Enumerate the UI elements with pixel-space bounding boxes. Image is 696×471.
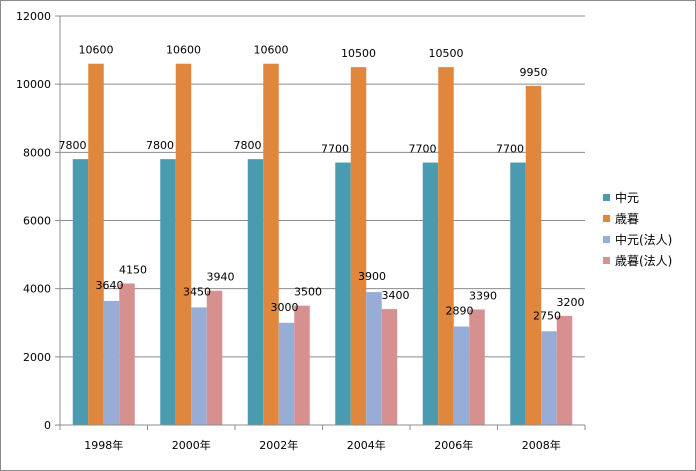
gridlines bbox=[60, 15, 585, 358]
x-tick-label: 2008年 bbox=[522, 438, 561, 452]
bars bbox=[72, 63, 573, 425]
data-label: 4150 bbox=[119, 264, 147, 277]
bar bbox=[438, 67, 454, 425]
bar bbox=[422, 162, 439, 425]
bar bbox=[160, 159, 176, 425]
x-tick-label: 2002年 bbox=[259, 438, 298, 452]
x-tick-label: 2004年 bbox=[347, 438, 386, 452]
data-label: 2750 bbox=[533, 309, 561, 322]
x-tick-label: 2000年 bbox=[172, 438, 211, 452]
bar bbox=[191, 307, 207, 425]
data-label: 7800 bbox=[146, 139, 174, 152]
data-label: 3390 bbox=[469, 289, 497, 302]
bar bbox=[278, 322, 295, 425]
data-label: 10600 bbox=[79, 44, 114, 57]
data-label: 3400 bbox=[382, 289, 410, 302]
bar bbox=[381, 309, 398, 425]
data-label: 10600 bbox=[254, 44, 289, 57]
y-tick-label: 12000 bbox=[16, 10, 51, 23]
y-tick-label: 8000 bbox=[23, 146, 51, 159]
data-label: 3200 bbox=[557, 296, 585, 309]
bar bbox=[263, 63, 279, 425]
bar bbox=[88, 63, 104, 425]
data-label: 7800 bbox=[234, 139, 262, 152]
bar bbox=[206, 290, 223, 425]
legend-swatch bbox=[603, 257, 610, 264]
bar bbox=[541, 331, 557, 425]
data-label: 10500 bbox=[429, 47, 464, 60]
bar bbox=[469, 309, 485, 425]
data-label: 7800 bbox=[59, 139, 87, 152]
data-label: 10500 bbox=[341, 47, 376, 60]
legend-entry: 歳暮 bbox=[615, 212, 639, 226]
legend-swatch bbox=[603, 215, 610, 222]
bar bbox=[103, 300, 120, 425]
bar bbox=[119, 283, 135, 425]
axes: 0 2000 4000 6000 8000 10000 12000 1998年 2000年 200… bbox=[16, 10, 586, 452]
legend-swatch bbox=[603, 194, 610, 201]
bar bbox=[510, 162, 526, 425]
bar bbox=[175, 63, 192, 425]
bar bbox=[366, 292, 382, 425]
data-label: 3940 bbox=[207, 271, 235, 284]
data-label: 7700 bbox=[409, 143, 437, 156]
bar bbox=[335, 162, 351, 425]
x-tick-label: 2006年 bbox=[434, 438, 473, 452]
legend-swatch bbox=[603, 236, 610, 243]
data-label: 7700 bbox=[321, 143, 349, 156]
bar bbox=[72, 159, 89, 425]
legend-entry: 中元(法人) bbox=[615, 232, 672, 247]
y-tick-label: 6000 bbox=[23, 215, 51, 228]
data-label: 3000 bbox=[271, 301, 299, 314]
bar bbox=[294, 305, 310, 425]
data-label: 3900 bbox=[358, 270, 386, 283]
legend-entry: 歳暮(法人) bbox=[615, 254, 672, 268]
data-label: 10600 bbox=[166, 44, 201, 57]
legend-entry: 中元 bbox=[615, 190, 639, 205]
y-tick-label: 10000 bbox=[16, 78, 51, 91]
data-label: 9950 bbox=[520, 66, 548, 79]
data-label: 3640 bbox=[96, 279, 124, 292]
bar bbox=[247, 159, 264, 425]
x-tick-label: 1998年 bbox=[84, 438, 123, 452]
bar bbox=[556, 315, 573, 425]
data-label: 3500 bbox=[294, 286, 322, 299]
data-label: 2890 bbox=[446, 304, 474, 317]
bar bbox=[350, 67, 367, 425]
bar bbox=[525, 85, 542, 425]
data-label: 7700 bbox=[496, 143, 524, 156]
bar bbox=[453, 326, 470, 425]
data-label: 3450 bbox=[183, 285, 211, 298]
y-tick-label: 2000 bbox=[23, 351, 51, 364]
y-tick-label: 0 bbox=[44, 419, 51, 432]
y-tick-label: 4000 bbox=[23, 283, 51, 296]
